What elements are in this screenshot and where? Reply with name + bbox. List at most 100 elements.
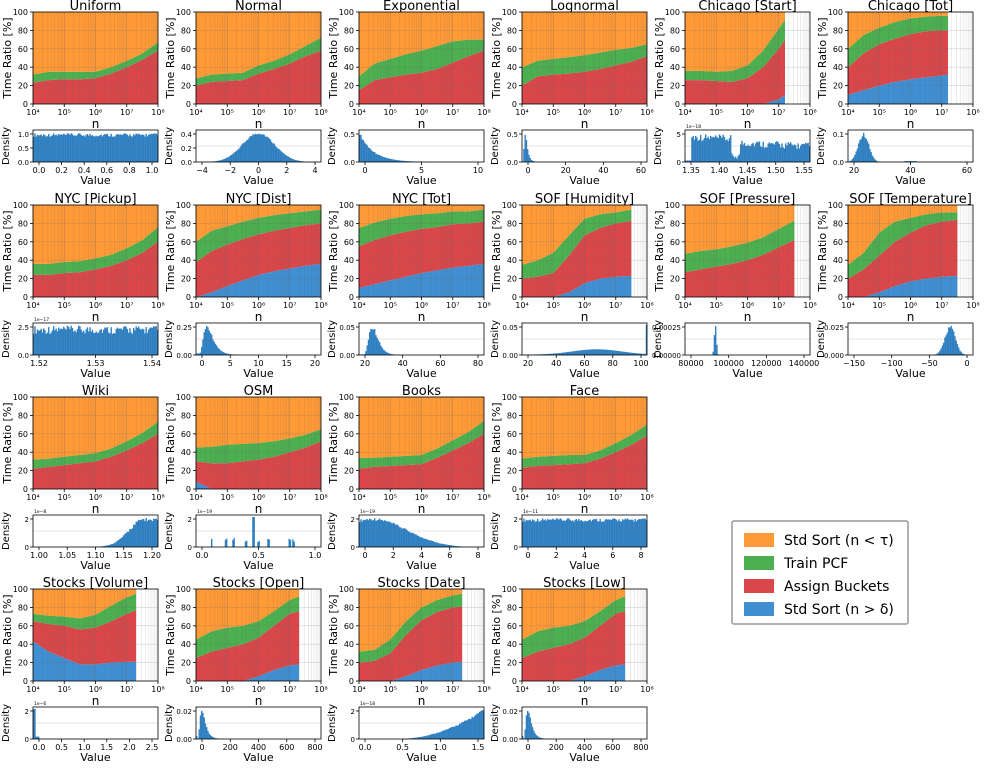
hist-bar <box>535 735 538 739</box>
hist-bar <box>593 519 595 547</box>
hist-bar <box>578 350 580 355</box>
hist-bar <box>866 141 869 162</box>
hist-bar <box>68 326 70 355</box>
hist-bar <box>98 136 100 162</box>
hist-y-tick-label: 0.1 <box>833 131 844 139</box>
hist-bar <box>46 332 49 355</box>
hist-bar <box>415 737 417 739</box>
hist-bar <box>797 143 799 162</box>
hist-bar <box>246 140 248 162</box>
hist-bar <box>203 332 205 355</box>
hist-bar <box>382 349 385 355</box>
hist-x-tick-label: 2 <box>391 551 396 560</box>
hist-bar <box>68 133 70 162</box>
hist-frame <box>358 706 485 740</box>
grid <box>195 12 321 104</box>
y-tick-label: 60 <box>181 430 191 439</box>
hist-bar <box>228 354 230 355</box>
y-tick-label: 80 <box>670 219 680 228</box>
hist-bar <box>439 543 441 547</box>
hist-bar <box>695 135 697 162</box>
hist-x-tick-label: 0.6 <box>100 166 113 175</box>
hist-bar <box>594 519 596 547</box>
hist-bar <box>562 520 564 547</box>
hist-bar <box>246 540 248 547</box>
hist-bar <box>224 158 227 162</box>
hist-bar <box>580 350 583 355</box>
x-axis-label: n <box>418 694 426 708</box>
hist-bar <box>296 160 298 162</box>
y-tick-label: 40 <box>181 640 191 649</box>
y-tick-label: 20 <box>344 659 354 668</box>
hist-bar <box>449 728 451 739</box>
hist-bar <box>716 136 718 162</box>
hist-y-axis-label: Density <box>327 704 338 742</box>
hist-bar <box>243 142 245 162</box>
hist-bar <box>524 729 526 739</box>
hist-bar <box>643 353 645 355</box>
hist-bar <box>854 154 856 162</box>
hist-bar <box>128 332 130 355</box>
hist-bar <box>45 136 47 162</box>
hist-bar <box>629 352 631 355</box>
hist-bar <box>544 519 546 547</box>
hist-bar <box>573 521 575 547</box>
hist-bar <box>381 519 383 547</box>
hist-bar <box>713 137 716 162</box>
hist-bar <box>125 532 127 547</box>
hist-x-axis-label: Value <box>406 174 436 187</box>
hist-bar <box>202 712 204 739</box>
hist-bar <box>437 543 440 547</box>
x-axis-label: n <box>92 117 100 131</box>
hist-bar <box>522 521 524 547</box>
hist-y-tick-label: 0.0 <box>18 352 29 360</box>
hist-x-tick-label: 40 <box>398 359 408 368</box>
hist-bar <box>150 327 152 355</box>
y-axis-label: Time Ratio [%] <box>816 210 829 292</box>
hist-exponent: 1e−6 <box>34 701 46 707</box>
panel-title: NYC [Dist] <box>226 192 292 207</box>
hist-bar <box>120 538 122 547</box>
hist-bar <box>109 333 111 355</box>
hist-bar <box>202 339 204 355</box>
x-tick-label: 10⁵ <box>58 493 71 502</box>
hist-bar <box>527 710 529 739</box>
hist-bar <box>452 726 455 739</box>
hist-exponent: 1e−8 <box>34 509 46 515</box>
hist-bar <box>772 143 774 162</box>
x-tick-label: 10⁴ <box>26 685 39 694</box>
hist-bar <box>234 151 237 162</box>
hist-bar <box>394 159 396 162</box>
hist-bar <box>224 353 227 355</box>
hist-bar <box>110 327 112 355</box>
hist-x-axis-label: Value <box>732 174 762 187</box>
hist-bar <box>793 144 796 162</box>
hist-exponent: 1e−18 <box>686 124 701 130</box>
hist-bar <box>627 518 629 547</box>
y-tick-label: 100 <box>502 8 517 17</box>
hist-bar <box>89 327 91 355</box>
y-tick-label: 20 <box>507 659 517 668</box>
hist-bar <box>130 136 132 162</box>
hist-bar <box>199 352 202 355</box>
hist-bar <box>150 133 152 162</box>
hist-bar <box>620 521 623 547</box>
hist-bar <box>114 136 116 162</box>
x-axis-label: n <box>581 502 589 516</box>
hist-bar <box>723 136 726 162</box>
panel-title: OSM <box>244 384 274 399</box>
legend-swatch <box>744 556 774 570</box>
y-tick-label: 100 <box>502 201 517 210</box>
hist-bar <box>281 151 283 162</box>
hist-bar <box>389 353 391 355</box>
hist-bar <box>940 348 942 355</box>
hist-bar <box>236 150 238 162</box>
hist-bar <box>134 330 136 355</box>
hist-bar <box>465 720 467 739</box>
hist-bar <box>139 134 141 162</box>
